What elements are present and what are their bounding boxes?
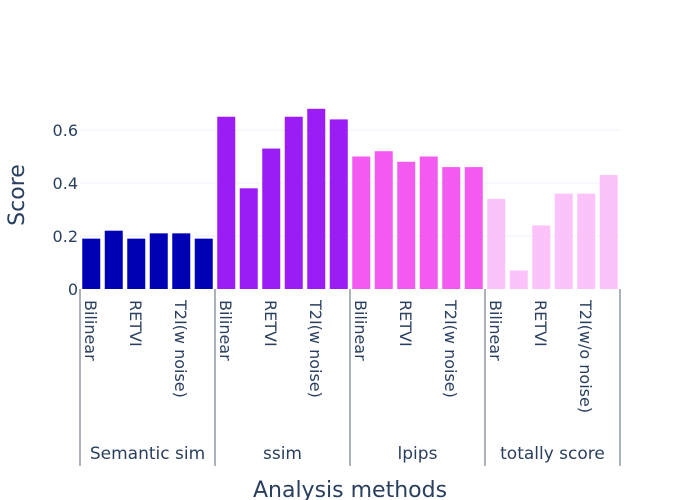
x-category-label: T2I(w noise)	[441, 299, 460, 398]
bar	[172, 233, 191, 289]
bar	[464, 167, 483, 289]
bar	[127, 238, 146, 289]
y-tick-label: 0.4	[53, 174, 78, 193]
bar	[509, 270, 528, 289]
bar	[397, 161, 416, 289]
x-category-label: T2I(w noise)	[171, 299, 190, 398]
x-category-label: RETVI	[531, 300, 550, 347]
x-category-label: Bilinear	[81, 300, 100, 361]
bar	[104, 230, 123, 289]
bars	[82, 108, 618, 290]
bar	[284, 116, 303, 289]
bar	[554, 193, 573, 289]
y-tick-label: 0.2	[53, 227, 78, 246]
bar	[487, 198, 506, 289]
x-group-labels: Semantic sim ssim lpips totally score	[90, 444, 605, 464]
x-category-label: RETVI	[261, 300, 280, 347]
x-category-label: T2I(w/o noise)	[576, 299, 595, 413]
bar	[262, 148, 281, 289]
x-category-label: T2I(w noise)	[306, 299, 325, 398]
gridlines	[80, 129, 620, 237]
bar	[239, 188, 258, 289]
y-tick-label: 0.6	[53, 121, 78, 140]
bar	[599, 175, 618, 289]
x-axis-title: Analysis methods	[253, 478, 447, 500]
x-group-label: lpips	[398, 444, 438, 464]
x-group-label: Semantic sim	[90, 444, 205, 464]
bar	[194, 238, 213, 289]
x-category-label: RETVI	[126, 300, 145, 347]
x-category-label: RETVI	[396, 300, 415, 347]
y-tick-label: 0	[68, 280, 78, 299]
y-axis-title: Score	[5, 164, 30, 226]
bar	[532, 225, 551, 289]
bar	[442, 167, 461, 289]
x-category-label: Bilinear	[486, 300, 505, 361]
group-dividers	[79, 289, 621, 466]
x-group-label: totally score	[500, 444, 605, 464]
bar	[374, 151, 393, 289]
bar	[419, 156, 438, 289]
bar	[577, 193, 596, 289]
x-category-labels: Bilinear RETVI T2I(w noise) Bilinear RETVI T2…	[81, 299, 595, 413]
bar	[82, 238, 101, 289]
x-category-label: Bilinear	[216, 300, 235, 361]
bar	[217, 116, 236, 289]
bar	[307, 108, 326, 289]
x-group-label: ssim	[263, 444, 302, 464]
bar	[352, 156, 371, 289]
bar	[329, 119, 348, 290]
bar	[149, 233, 168, 289]
y-tick-labels: 0 0.2 0.4 0.6	[53, 121, 78, 299]
x-category-label: Bilinear	[351, 300, 370, 361]
